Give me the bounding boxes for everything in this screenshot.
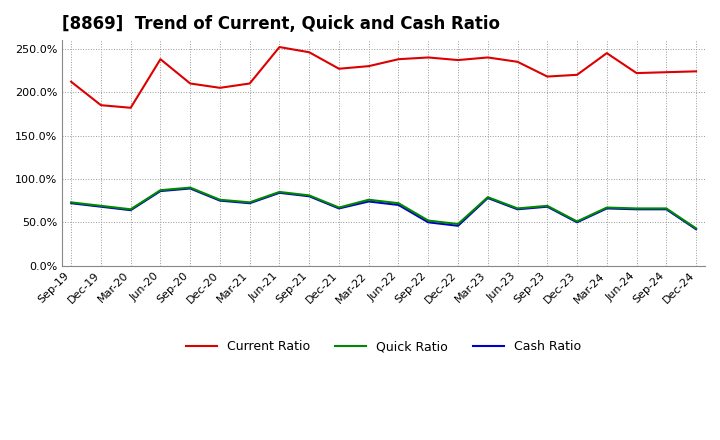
Current Ratio [543, 74, 552, 79]
Quick Ratio [246, 200, 254, 205]
Line: Cash Ratio: Cash Ratio [71, 188, 696, 229]
Current Ratio [603, 51, 611, 56]
Cash Ratio [543, 204, 552, 209]
Cash Ratio [364, 199, 373, 204]
Current Ratio [662, 70, 670, 75]
Cash Ratio [454, 223, 462, 228]
Quick Ratio [394, 201, 402, 206]
Current Ratio [483, 55, 492, 60]
Cash Ratio [335, 206, 343, 211]
Quick Ratio [603, 205, 611, 210]
Current Ratio [572, 72, 581, 77]
Current Ratio [156, 57, 165, 62]
Current Ratio [275, 44, 284, 50]
Current Ratio [335, 66, 343, 71]
Cash Ratio [603, 206, 611, 211]
Current Ratio [67, 79, 76, 84]
Quick Ratio [632, 206, 641, 211]
Line: Current Ratio: Current Ratio [71, 47, 696, 108]
Cash Ratio [96, 204, 105, 209]
Current Ratio [305, 50, 313, 55]
Current Ratio [96, 103, 105, 108]
Cash Ratio [513, 207, 522, 212]
Quick Ratio [96, 203, 105, 209]
Line: Quick Ratio: Quick Ratio [71, 187, 696, 228]
Current Ratio [692, 69, 701, 74]
Quick Ratio [186, 185, 194, 190]
Quick Ratio [156, 187, 165, 193]
Quick Ratio [275, 189, 284, 194]
Current Ratio [246, 81, 254, 86]
Cash Ratio [156, 188, 165, 194]
Quick Ratio [572, 219, 581, 224]
Cash Ratio [275, 190, 284, 195]
Quick Ratio [335, 205, 343, 210]
Current Ratio [126, 105, 135, 110]
Current Ratio [632, 70, 641, 76]
Legend: Current Ratio, Quick Ratio, Cash Ratio: Current Ratio, Quick Ratio, Cash Ratio [181, 335, 587, 358]
Current Ratio [215, 85, 224, 91]
Quick Ratio [454, 221, 462, 227]
Cash Ratio [483, 195, 492, 201]
Cash Ratio [186, 186, 194, 191]
Quick Ratio [305, 193, 313, 198]
Quick Ratio [424, 218, 433, 223]
Quick Ratio [543, 203, 552, 209]
Cash Ratio [662, 207, 670, 212]
Quick Ratio [215, 197, 224, 202]
Current Ratio [454, 58, 462, 63]
Text: [8869]  Trend of Current, Quick and Cash Ratio: [8869] Trend of Current, Quick and Cash … [62, 15, 500, 33]
Cash Ratio [246, 201, 254, 206]
Cash Ratio [67, 201, 76, 206]
Cash Ratio [394, 202, 402, 208]
Quick Ratio [513, 206, 522, 211]
Current Ratio [513, 59, 522, 64]
Cash Ratio [126, 208, 135, 213]
Current Ratio [424, 55, 433, 60]
Quick Ratio [662, 206, 670, 211]
Current Ratio [394, 57, 402, 62]
Quick Ratio [364, 197, 373, 202]
Cash Ratio [305, 194, 313, 199]
Quick Ratio [483, 194, 492, 200]
Quick Ratio [126, 207, 135, 212]
Cash Ratio [692, 227, 701, 232]
Cash Ratio [632, 207, 641, 212]
Cash Ratio [572, 220, 581, 225]
Current Ratio [186, 81, 194, 86]
Quick Ratio [67, 200, 76, 205]
Quick Ratio [692, 226, 701, 231]
Current Ratio [364, 63, 373, 69]
Cash Ratio [424, 220, 433, 225]
Cash Ratio [215, 198, 224, 203]
